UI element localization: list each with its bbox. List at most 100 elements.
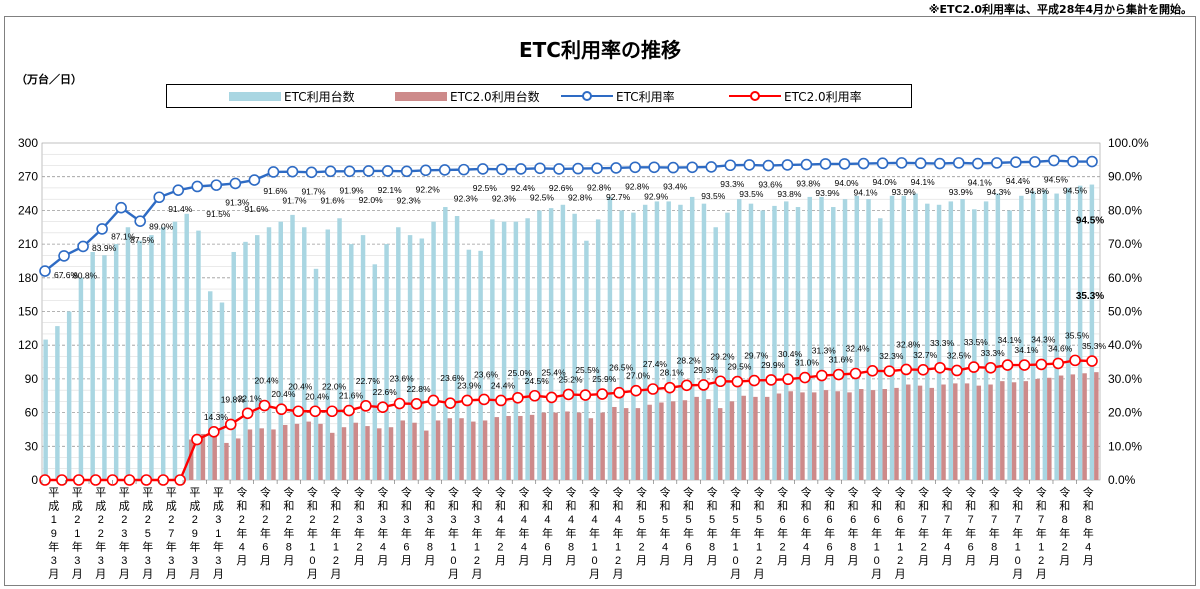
etc2-rate-point bbox=[157, 474, 170, 486]
legend-item-etc-rate: ETC利用率 bbox=[561, 85, 675, 107]
etc-rate-point bbox=[362, 165, 375, 177]
etc-rate-point bbox=[971, 157, 984, 170]
etc2-rate-point bbox=[934, 361, 946, 374]
etc2-rate-point bbox=[562, 388, 575, 401]
x-tick-label: 令和 7 年 6 月 bbox=[965, 485, 976, 567]
etc-count-bar bbox=[372, 264, 378, 480]
etc-count-bar bbox=[431, 221, 436, 480]
etc-count-bar bbox=[525, 218, 530, 480]
etc-rate-latest-label: 94.5% bbox=[1076, 216, 1104, 227]
etc2-rate-point bbox=[596, 388, 609, 400]
etc-count-bar bbox=[1077, 185, 1083, 481]
legend: ETC利用台数 ETC2.0利用台数 ETC利用率 ETC2.0利用率 bbox=[166, 84, 912, 108]
etc-rate-data-label: 93.9% bbox=[892, 187, 917, 197]
etc2-count-bar bbox=[388, 427, 394, 480]
x-tick-label: 令和 5 年 6 月 bbox=[683, 485, 694, 567]
etc-rate-data-label: 83.9% bbox=[92, 243, 117, 253]
etc2-rate-point bbox=[376, 401, 389, 414]
etc2-count-bar bbox=[847, 392, 852, 480]
etc2-count-bar bbox=[917, 385, 923, 480]
etc-rate-data-label: 92.7% bbox=[606, 192, 631, 202]
etc2-rate-data-label: 25.0% bbox=[508, 368, 533, 378]
etc-count-bar bbox=[490, 219, 495, 481]
y-right-tick-label: 60.0% bbox=[1108, 271, 1142, 285]
etc-rate-data-label: 94.3% bbox=[987, 187, 1012, 197]
etc2-rate-data-label: 32.8% bbox=[896, 339, 921, 349]
etc-rate-point bbox=[381, 165, 394, 177]
x-tick-label: 令和 2 年 1 2 月 bbox=[330, 485, 341, 581]
etc2-rate-data-label: 29.9% bbox=[761, 360, 786, 370]
etc2-count-bar bbox=[906, 384, 911, 480]
etc2-rate-data-label: 30.4% bbox=[778, 349, 803, 359]
etc-count-bar bbox=[55, 326, 60, 480]
y-right-tick-label: 30.0% bbox=[1108, 372, 1142, 386]
etc-rate-data-label: 94.1% bbox=[911, 177, 936, 187]
etc-count-bar bbox=[878, 218, 883, 480]
etc-rate-point bbox=[58, 250, 70, 262]
etc-count-bar bbox=[407, 235, 413, 480]
etc-rate-data-label: 67.6% bbox=[54, 270, 79, 280]
etc2-count-bar bbox=[565, 411, 570, 480]
etc2-rate-point bbox=[461, 394, 473, 407]
etc2-rate-point bbox=[714, 375, 727, 388]
etc2-rate-point bbox=[512, 391, 524, 404]
x-tick-label: 令和 6 年 8 月 bbox=[848, 485, 859, 567]
etc2-rate-point bbox=[967, 361, 980, 373]
x-tick-label: 令和 3 年 4 月 bbox=[377, 485, 388, 567]
etc2-rate-data-label: 20.4% bbox=[305, 391, 330, 401]
etc-rate-point bbox=[229, 177, 242, 190]
etc-count-bar bbox=[1066, 187, 1071, 480]
etc-rate-point bbox=[781, 159, 794, 171]
x-tick-label: 令和 2 年 1 0 月 bbox=[307, 485, 318, 581]
etc2-count-bar bbox=[929, 387, 935, 480]
etc2-count-bar bbox=[541, 412, 547, 480]
etc2-rate-data-label: 23.9% bbox=[457, 380, 482, 390]
etc-rate-point bbox=[343, 165, 356, 178]
etc-rate-data-label: 94.1% bbox=[968, 178, 993, 188]
legend-item-etc2-rate: ETC2.0利用率 bbox=[729, 85, 862, 107]
etc2-rate-data-label: 21.6% bbox=[339, 391, 364, 401]
etc2-rate-point bbox=[1052, 357, 1065, 370]
etc-rate-data-label: 92.8% bbox=[568, 193, 593, 203]
legend-swatch-etc-count bbox=[229, 91, 281, 101]
y-left-tick-label: 180 bbox=[18, 271, 38, 285]
etc2-count-bar bbox=[1035, 378, 1040, 480]
etc-rate-data-label: 93.5% bbox=[739, 189, 764, 199]
x-tick-label: 令和 3 年 6 月 bbox=[401, 485, 412, 567]
etc2-rate-point bbox=[309, 405, 321, 418]
y-right-tick-label: 10.0% bbox=[1108, 439, 1142, 453]
etc-rate-point bbox=[438, 164, 451, 176]
etc2-rate-point bbox=[275, 403, 288, 416]
etc-rate-data-label: 92.8% bbox=[625, 181, 650, 191]
etc2-rate-point bbox=[444, 397, 457, 409]
etc2-rate-data-label: 33.3% bbox=[981, 348, 1006, 358]
y-right-tick-label: 70.0% bbox=[1108, 237, 1142, 251]
etc2-rate-data-label: 23.6% bbox=[474, 369, 499, 379]
x-tick-label: 令和 4 年 6 月 bbox=[542, 485, 553, 567]
etc-count-bar bbox=[137, 240, 142, 480]
footnote: ※ETC2.0利用率は、平成28年4月から集計を開始。 bbox=[928, 3, 1192, 16]
etc2-count-bar bbox=[729, 401, 735, 480]
etc-rate-point bbox=[1067, 155, 1079, 168]
etc-count-bar bbox=[501, 221, 507, 480]
x-tick-label: 令和 4 年 8 月 bbox=[566, 485, 577, 567]
etc-count-bar bbox=[160, 227, 166, 480]
etc-rate-point bbox=[400, 165, 413, 178]
etc-count-bar bbox=[548, 208, 554, 481]
etc2-count-bar bbox=[271, 429, 276, 480]
x-tick-label: 令和 7 年 4 月 bbox=[942, 485, 953, 567]
etc-count-bar bbox=[478, 250, 483, 480]
etc-rate-point bbox=[876, 157, 889, 170]
etc2-count-bar bbox=[482, 420, 488, 480]
etc2-count-bar bbox=[1011, 382, 1017, 480]
etc2-rate-point bbox=[360, 400, 372, 412]
etc2-rate-point bbox=[1001, 359, 1014, 371]
etc-count-bar bbox=[43, 339, 48, 480]
etc-rate-data-label: 92.8% bbox=[587, 182, 612, 192]
etc2-rate-point bbox=[765, 374, 777, 386]
etc2-count-bar bbox=[447, 418, 453, 480]
etc-count-bar bbox=[748, 203, 754, 480]
etc-count-bar bbox=[266, 227, 272, 480]
x-tick-label: 令和 3 年 1 2 月 bbox=[471, 485, 482, 581]
etc2-count-bar bbox=[859, 389, 864, 480]
